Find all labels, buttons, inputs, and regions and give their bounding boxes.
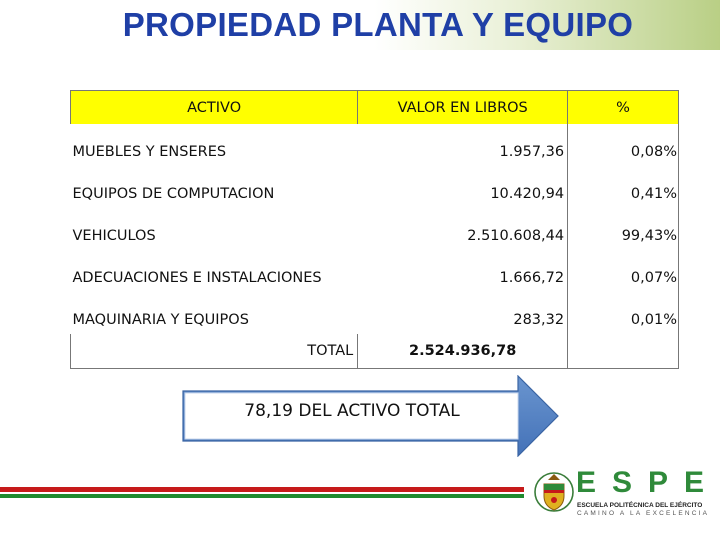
row-name: VEHICULOS [72,228,156,244]
row-percent: 0,01% [567,292,679,334]
row-value: 1.957,36 [357,124,569,166]
total-percent [567,334,679,369]
arrow-shape [182,374,559,458]
total-value: 2.524.936,78 [357,334,569,369]
row-name: EQUIPOS DE COMPUTACION [72,186,275,202]
row-name: MAQUINARIA Y EQUIPOS [72,312,249,328]
espe-logo: ESPE ESCUELA POLITÉCNICA DEL EJÉRCITO CA… [528,466,716,530]
header-activo: ACTIVO [69,90,359,124]
row-percent: 0,41% [567,166,679,208]
table-row: EQUIPOS DE COMPUTACION 10.420,94 0,41% [71,166,679,208]
table-row: MAQUINARIA Y EQUIPOS 283,32 0,01% [71,292,679,334]
asset-table: ACTIVO VALOR EN LIBROS % MUEBLES Y ENSER… [69,90,679,369]
row-percent: 0,08% [567,124,679,166]
table-header-row: ACTIVO VALOR EN LIBROS % [69,90,679,124]
table-row: MUEBLES Y ENSERES 1.957,36 0,08% [71,124,679,166]
header-valor-en-libros: VALOR EN LIBROS [357,90,569,124]
row-name: MUEBLES Y ENSERES [72,144,227,160]
row-value: 2.510.608,44 [357,208,569,250]
title-band [0,0,720,50]
total-row: TOTAL 2.524.936,78 [69,334,679,369]
callout-arrow: 78,19 DEL ACTIVO TOTAL [182,374,560,458]
footer-red-bar [0,487,524,492]
row-percent: 0,07% [567,250,679,292]
logo-letters: ESPE [576,466,720,499]
total-label: TOTAL [69,334,359,369]
row-value: 10.420,94 [357,166,569,208]
header-percent: % [567,90,679,124]
slide-title: PROPIEDAD PLANTA Y EQUIPO [122,6,634,43]
callout-text: 78,19 DEL ACTIVO TOTAL [244,401,460,421]
row-value: 1.666,72 [357,250,569,292]
row-value: 283,32 [357,292,569,334]
row-percent: 99,43% [567,208,679,250]
table-row: VEHICULOS 2.510.608,44 99,43% [71,208,679,250]
table-row: ADECUACIONES E INSTALACIONES 1.666,72 0,… [71,250,679,292]
espe-seal-icon [534,472,574,512]
logo-institution-name: ESCUELA POLITÉCNICA DEL EJÉRCITO [577,502,703,509]
footer-green-bar [0,494,524,498]
logo-motto: CAMINO A LA EXCELENCIA [577,510,710,517]
row-name: ADECUACIONES E INSTALACIONES [72,270,322,286]
